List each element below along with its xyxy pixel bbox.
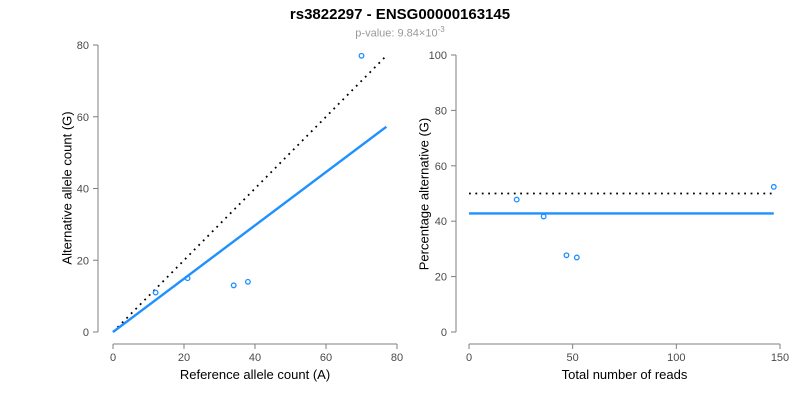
data-point (573, 254, 580, 261)
x-tick-label: 0 (110, 352, 116, 364)
x-tick-label: 100 (667, 352, 685, 364)
right-plot-ylabel: Percentage alternative (G) (416, 117, 432, 271)
y-tick-label: 100 (429, 50, 447, 62)
x-tick-label: 0 (466, 352, 472, 364)
data-point (184, 275, 191, 282)
figure-title: rs3822297 - ENSG00000163145 (289, 6, 511, 23)
data-point (230, 282, 237, 289)
data-point (244, 278, 251, 285)
y-tick-label: 80 (435, 105, 447, 117)
left-plot-xlabel: Reference allele count (A) (179, 367, 331, 382)
y-tick-label: 20 (435, 272, 447, 284)
y-tick-label: 40 (77, 184, 89, 196)
data-point (770, 183, 777, 190)
data-point (540, 213, 547, 220)
x-tick-label: 50 (567, 352, 579, 364)
right-plot-xlabel: Total number of reads (561, 367, 688, 382)
left-plot-ylabel: Alternative allele count (G) (59, 111, 75, 265)
x-tick-label: 80 (391, 352, 403, 364)
y-tick-label: 0 (83, 327, 89, 339)
y-tick-label: 0 (441, 327, 447, 339)
y-tick-label: 60 (77, 112, 89, 124)
data-point (152, 289, 159, 296)
y-tick-label: 80 (77, 40, 89, 52)
x-tick-label: 60 (320, 352, 332, 364)
figure-subtitle: p-value: 9.84×10-3 (0, 25, 800, 40)
data-point (563, 252, 570, 259)
x-tick-label: 20 (178, 352, 190, 364)
pvalue-text: p-value: 9.84×10 (355, 27, 438, 40)
y-tick-label: 60 (435, 161, 447, 173)
x-tick-label: 40 (249, 352, 261, 364)
identity-line (112, 55, 387, 333)
y-tick-label: 40 (435, 216, 447, 228)
regression-line (112, 125, 388, 333)
data-point (513, 196, 520, 203)
y-tick-label: 20 (77, 255, 89, 267)
x-tick-label: 150 (771, 352, 789, 364)
data-point (358, 52, 365, 59)
pvalue-exponent: -3 (437, 25, 445, 34)
